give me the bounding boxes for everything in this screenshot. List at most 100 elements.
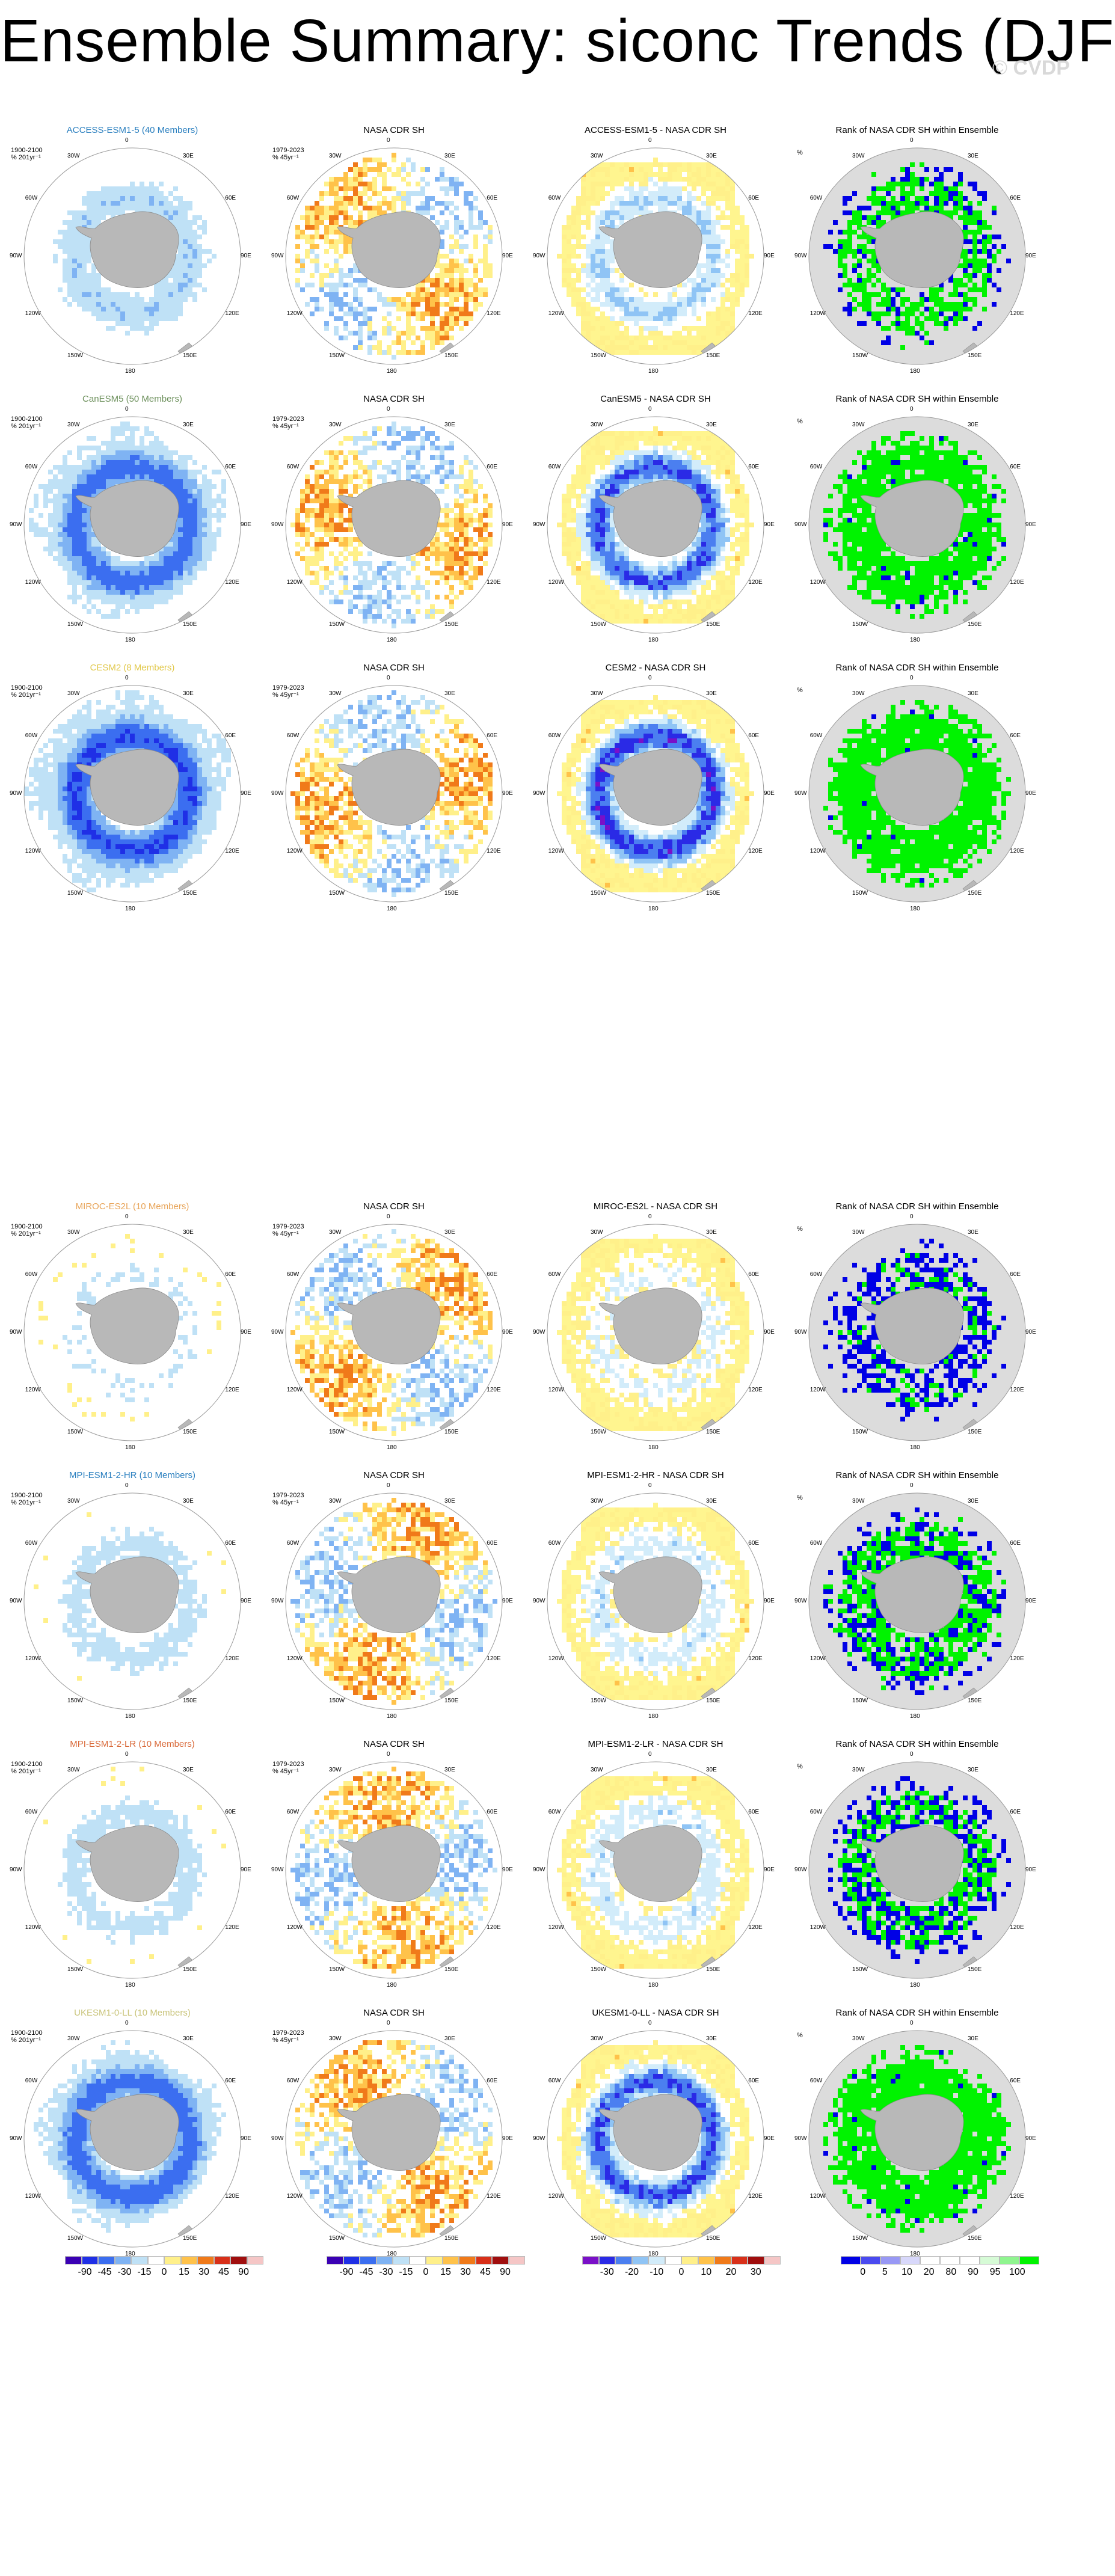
longitude-label: 0	[648, 1482, 652, 1489]
colorbar-tick: -30	[600, 2267, 614, 2278]
colorbar-tick: 80	[945, 2267, 956, 2278]
polar-map	[808, 416, 1026, 634]
longitude-label: 30E	[444, 153, 455, 159]
longitude-label: 90W	[794, 253, 807, 259]
period-text: 1979-2023	[272, 1761, 304, 1768]
colorbar-tick: -90	[339, 2267, 353, 2278]
longitude-label: 0	[387, 1482, 390, 1489]
period-label: 1979-2023% 45yr⁻¹	[272, 1492, 304, 1506]
map-outline	[808, 2030, 1026, 2248]
longitude-label: 180	[387, 637, 397, 643]
longitude-label: 30E	[968, 2035, 978, 2042]
longitude-label: 90W	[794, 521, 807, 528]
longitude-label: 150W	[329, 1429, 345, 1435]
longitude-label: 30E	[968, 422, 978, 428]
colorbar-swatch	[1019, 2256, 1039, 2265]
longitude-label: 150W	[591, 352, 606, 359]
longitude-label: 30E	[183, 422, 194, 428]
longitude-label: 90E	[1025, 790, 1036, 797]
polar-map	[547, 147, 764, 365]
polar-map	[285, 147, 503, 365]
antarctica-land	[337, 1825, 441, 1902]
longitude-label: 60E	[748, 732, 759, 739]
longitude-label: 180	[387, 368, 397, 375]
longitude-label: 0	[910, 1482, 914, 1489]
colorbar-swatch	[880, 2256, 900, 2265]
longitude-label: 60W	[548, 195, 561, 201]
panel-title: CanESM5 (50 Members)	[12, 394, 253, 405]
longitude-label: 30W	[329, 422, 342, 428]
longitude-label: 90W	[533, 253, 545, 259]
longitude-label: 180	[910, 1982, 920, 1989]
colorbar-swatch	[980, 2256, 1000, 2265]
colorbar-obs_trend: -90 -45 -30 -15 0 15 30 45 90	[327, 2256, 525, 2284]
longitude-label: 120E	[487, 1387, 500, 1393]
longitude-label: 180	[125, 1982, 135, 1989]
longitude-label: 0	[648, 1751, 652, 1758]
longitude-label: 150W	[67, 621, 83, 628]
longitude-label: 60E	[487, 732, 497, 739]
colorbar-swatch	[940, 2256, 960, 2265]
colorbar-tick: 15	[179, 2267, 189, 2278]
unit-text: % 45yr⁻¹	[272, 423, 304, 430]
longitude-label: 120W	[25, 2193, 41, 2200]
longitude-label: 30E	[968, 1767, 978, 1773]
polar-map	[285, 1492, 503, 1710]
antarctica-land	[337, 1287, 441, 1364]
longitude-label: 150E	[968, 621, 981, 628]
longitude-label: 90E	[241, 1866, 251, 1873]
longitude-label: 30W	[852, 153, 865, 159]
longitude-label: 150W	[852, 1697, 868, 1704]
polar-map	[285, 416, 503, 634]
longitude-label: 120E	[1010, 579, 1024, 586]
polar-map	[808, 1224, 1026, 1441]
longitude-label: 150E	[444, 1429, 458, 1435]
panel-model: UKESM1-0-LL (10 Members) 1900-2100% 201yr…	[10, 2008, 253, 2257]
longitude-label: 180	[387, 906, 397, 912]
map-outline	[285, 1761, 503, 1979]
period-label: 1979-2023% 45yr⁻¹	[272, 416, 304, 430]
antarctica-land	[75, 480, 179, 557]
antarctica-land	[860, 1825, 964, 1902]
longitude-label: 90W	[271, 2135, 284, 2142]
longitude-label: 90W	[271, 1329, 284, 1336]
longitude-label: 180	[125, 2251, 135, 2257]
colorbar-swatch	[164, 2256, 181, 2265]
longitude-label: 90E	[502, 1598, 513, 1604]
longitude-label: 60W	[287, 195, 299, 201]
period-text: 1900-2100	[11, 1492, 43, 1499]
period-text: 1979-2023	[272, 2029, 304, 2037]
unit-text: % 45yr⁻¹	[272, 692, 304, 699]
unit-text: % 201yr⁻¹	[11, 1230, 43, 1237]
longitude-label: 30W	[67, 2035, 80, 2042]
longitude-label: 30E	[444, 2035, 455, 2042]
unit-text: % 201yr⁻¹	[11, 423, 43, 430]
longitude-label: 90E	[1025, 1329, 1036, 1336]
period-text: 1979-2023	[272, 684, 304, 692]
period-label: 1900-2100% 201yr⁻¹	[11, 1761, 43, 1775]
longitude-label: 60W	[548, 2078, 561, 2084]
longitude-label: 30E	[706, 1767, 717, 1773]
longitude-label: 30E	[968, 690, 978, 697]
data-field	[547, 1503, 754, 1700]
longitude-label: 30W	[67, 1229, 80, 1236]
longitude-label: 180	[125, 1713, 135, 1720]
period-label: 1900-2100% 201yr⁻¹	[11, 1223, 43, 1237]
longitude-label: 120W	[548, 310, 564, 317]
page-title: Ensemble Summary: siconc Trends (DJF)	[0, 5, 1115, 77]
longitude-label: 60E	[225, 1809, 236, 1815]
longitude-label: 150W	[67, 1429, 83, 1435]
longitude-label: 60E	[225, 464, 236, 470]
longitude-label: 120W	[287, 1387, 303, 1393]
colorbar-swatch	[598, 2256, 615, 2265]
data-field	[809, 1507, 1006, 1700]
data-field	[547, 2040, 754, 2238]
longitude-label: 90W	[533, 2135, 545, 2142]
colorbar-tick: 20	[726, 2267, 737, 2278]
longitude-label: 90E	[764, 1598, 775, 1604]
antarctica-land	[860, 1556, 964, 1633]
polar-map	[23, 416, 241, 634]
data-field	[24, 2040, 226, 2238]
longitude-label: 0	[387, 1751, 390, 1758]
longitude-label: 150E	[706, 2235, 720, 2242]
